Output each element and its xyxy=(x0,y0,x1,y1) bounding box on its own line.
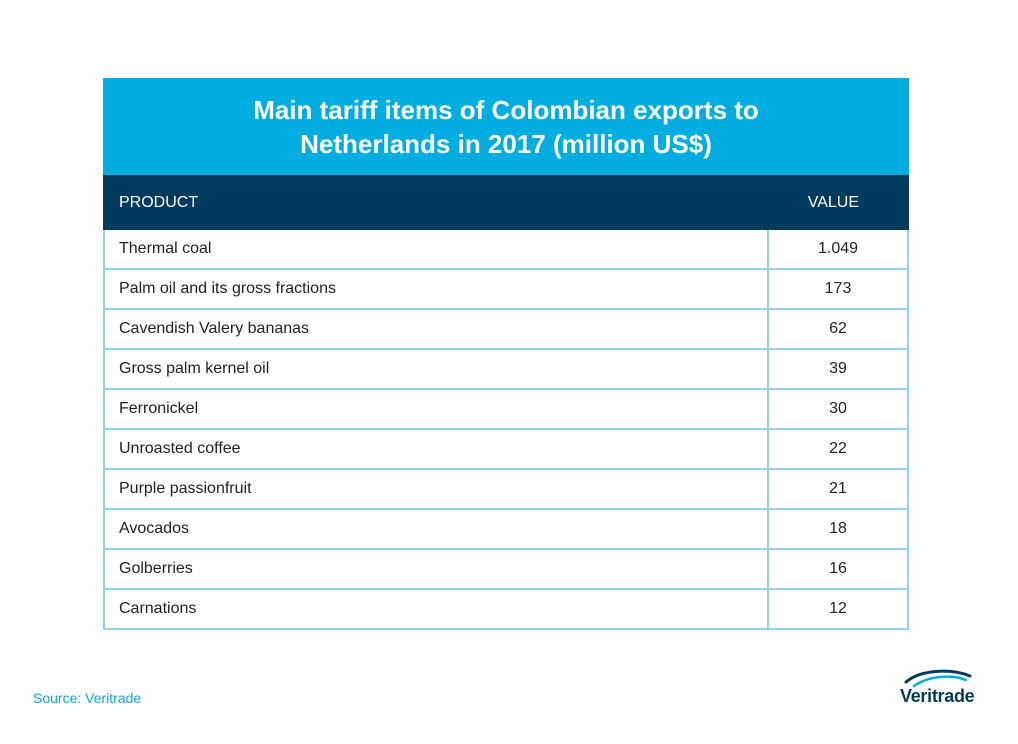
table-row: Thermal coal 1.049 xyxy=(105,230,907,270)
table-row: Unroasted coffee 22 xyxy=(105,430,907,470)
table-header-row: PRODUCT VALUE xyxy=(103,175,909,230)
table-row: Carnations 12 xyxy=(105,590,907,630)
column-header-value: VALUE xyxy=(807,194,859,211)
table-row: Golberries 16 xyxy=(105,550,907,590)
value-cell: 62 xyxy=(829,320,847,337)
value-cell: 18 xyxy=(829,520,847,537)
product-cell: Thermal coal xyxy=(105,230,769,268)
product-cell: Unroasted coffee xyxy=(105,430,769,468)
table-row: Avocados 18 xyxy=(105,510,907,550)
table-row: Cavendish Valery bananas 62 xyxy=(105,310,907,350)
product-cell: Palm oil and its gross fractions xyxy=(105,270,769,308)
table-row: Purple passionfruit 21 xyxy=(105,470,907,510)
column-header-product: PRODUCT xyxy=(119,194,199,211)
value-cell: 39 xyxy=(829,360,847,377)
value-cell: 1.049 xyxy=(817,240,859,257)
table-row: Gross palm kernel oil 39 xyxy=(105,350,907,390)
source-note: Source: Veritrade xyxy=(33,690,142,706)
value-cell: 30 xyxy=(829,400,847,417)
value-cell: 16 xyxy=(829,560,847,577)
value-cell: 173 xyxy=(824,280,852,297)
product-cell: Cavendish Valery bananas xyxy=(105,310,769,348)
value-cell: 22 xyxy=(829,440,847,457)
table-row: Ferronickel 30 xyxy=(105,390,907,430)
table-row: Palm oil and its gross fractions 173 xyxy=(105,270,907,310)
veritrade-logo: Veritrade xyxy=(900,668,984,712)
logo-swoosh-icon xyxy=(904,669,972,688)
logo-wordmark: Veritrade xyxy=(900,686,975,706)
product-cell: Avocados xyxy=(105,510,769,548)
product-cell: Purple passionfruit xyxy=(105,470,769,508)
product-cell: Ferronickel xyxy=(105,390,769,428)
table-body: Thermal coal 1.049 Palm oil and its gross … xyxy=(103,230,909,630)
value-cell: 12 xyxy=(829,600,847,617)
product-cell: Carnations xyxy=(105,590,769,628)
product-cell: Gross palm kernel oil xyxy=(105,350,769,388)
table-title: Main tariff items of Colombian exports t… xyxy=(253,94,759,159)
export-table-card: Main tariff items of Colombian exports t… xyxy=(103,78,909,630)
table-title-bar: Main tariff items of Colombian exports t… xyxy=(103,78,909,175)
value-cell: 21 xyxy=(829,480,847,497)
product-cell: Golberries xyxy=(105,550,769,588)
